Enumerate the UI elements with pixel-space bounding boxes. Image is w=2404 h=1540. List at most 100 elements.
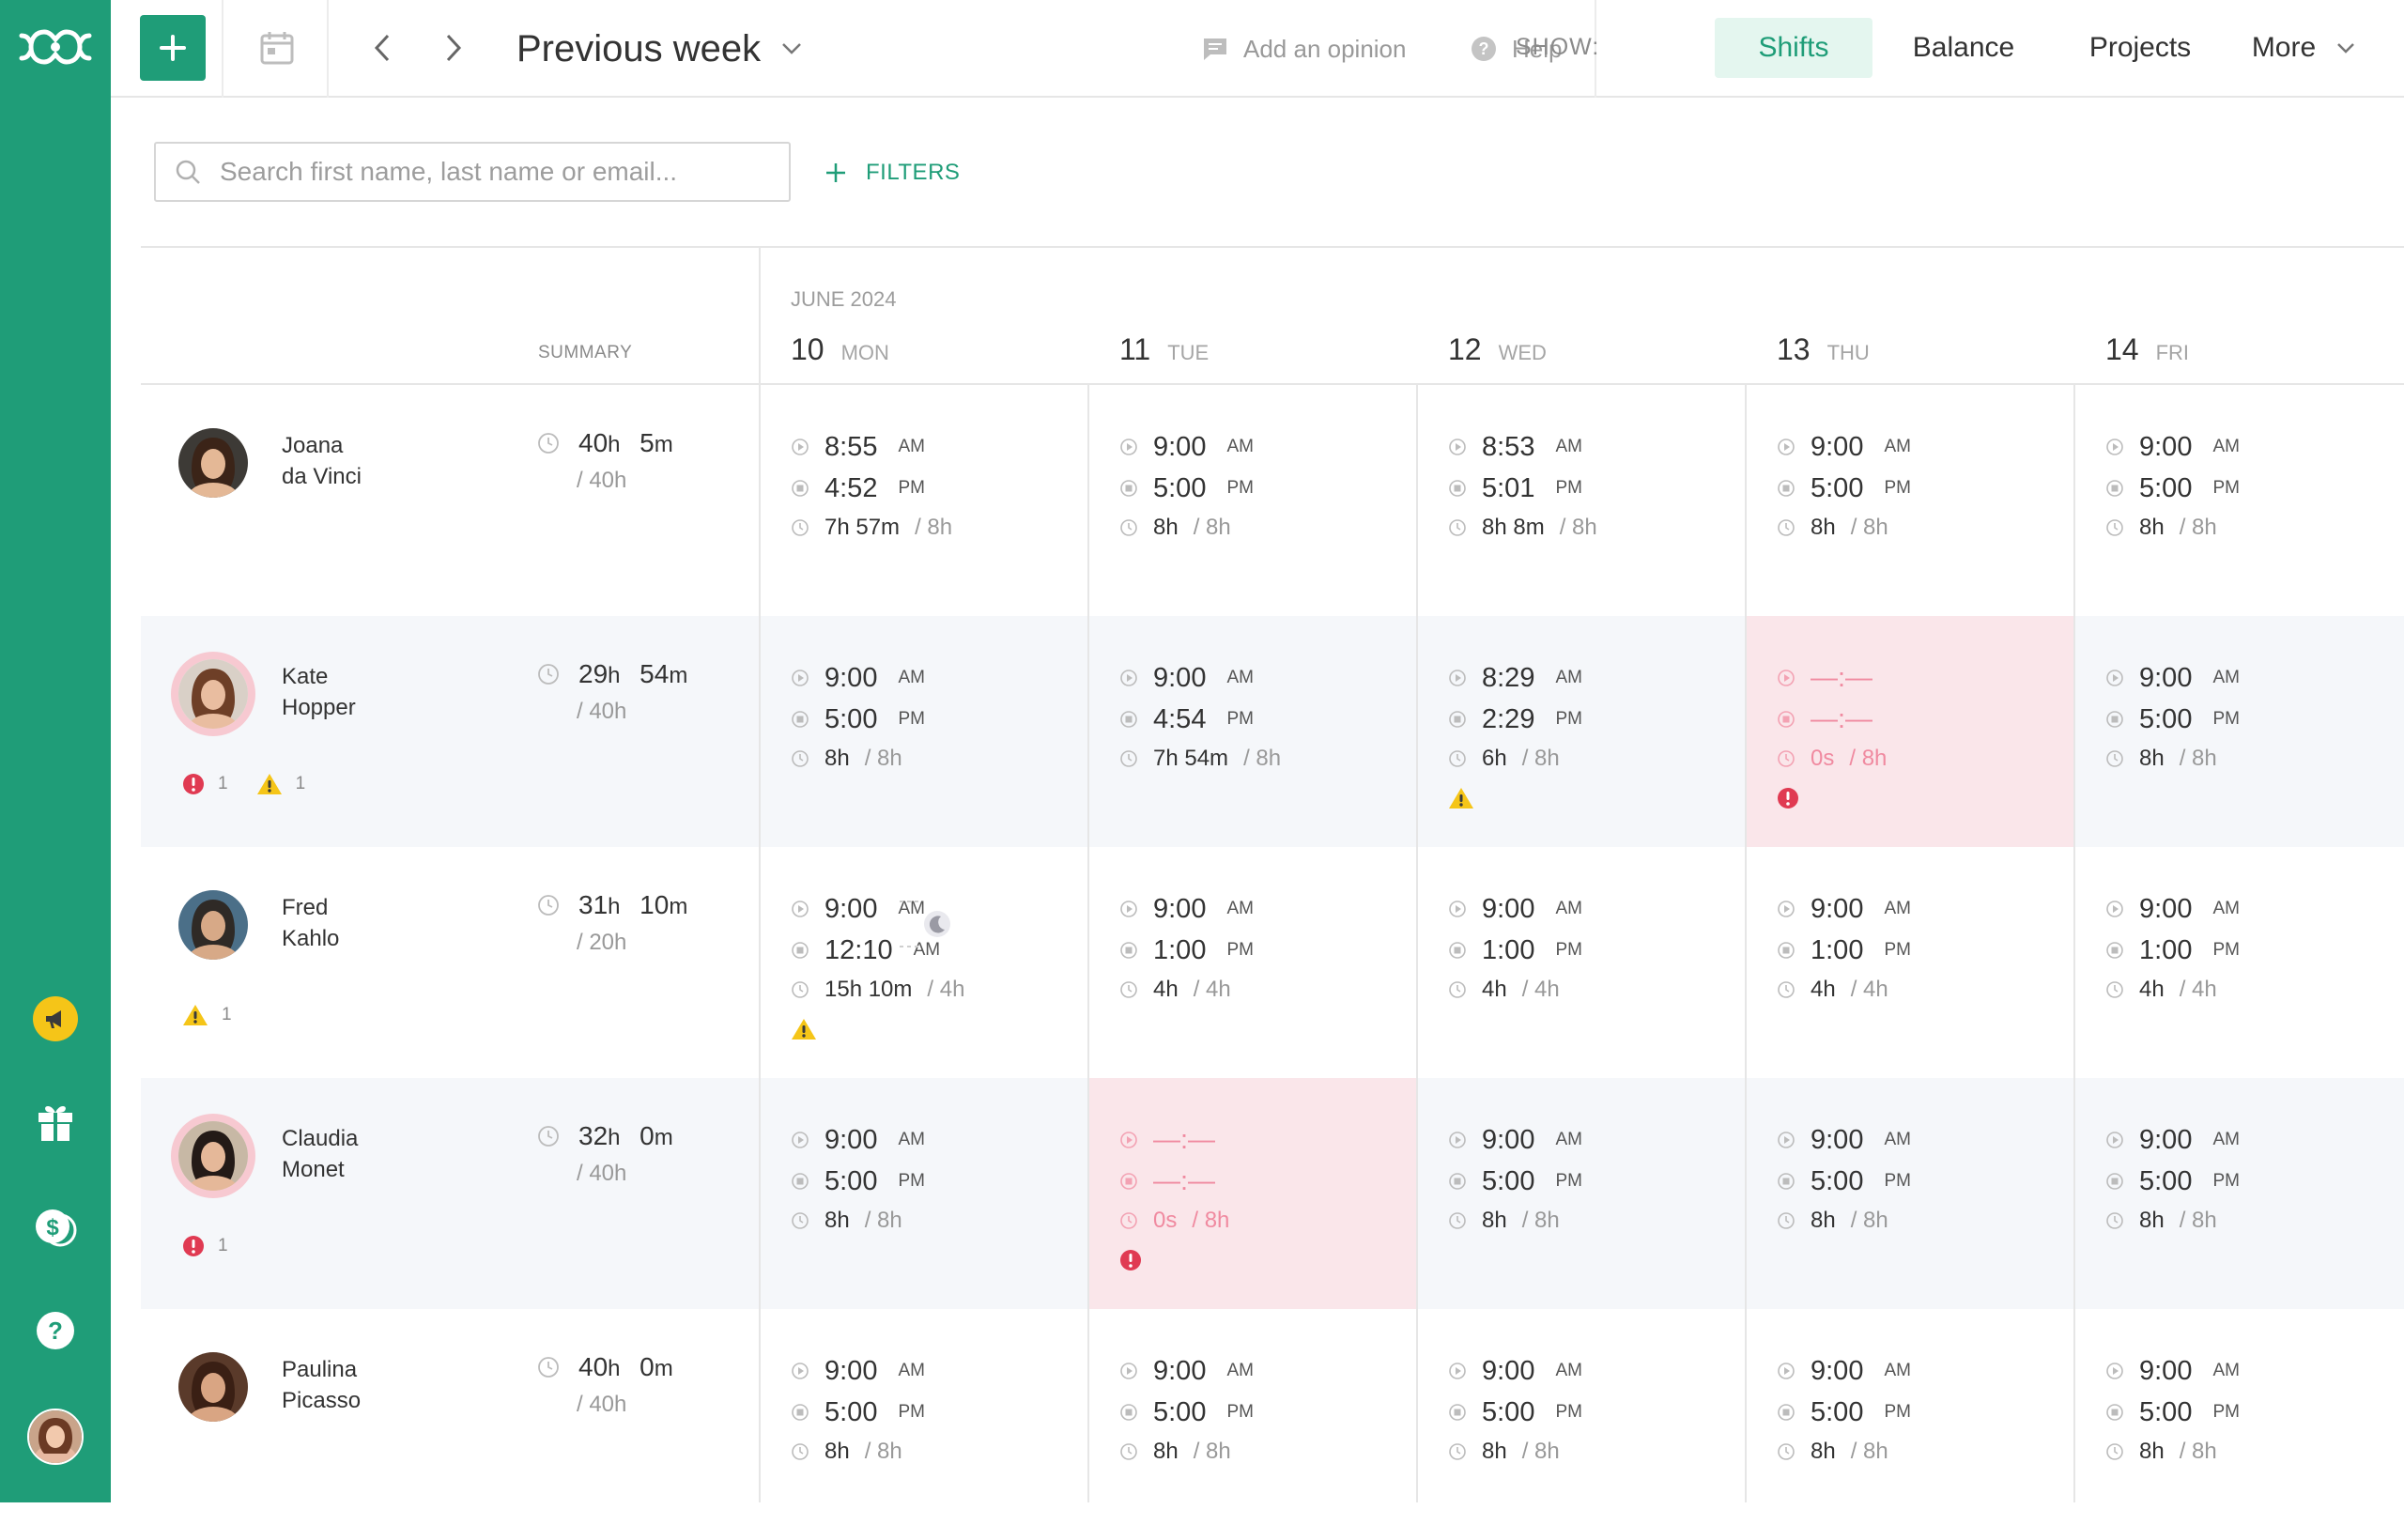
end-ampm: PM: [2212, 709, 2240, 730]
comment-icon: [1202, 37, 1228, 61]
duration-expected: / 8h: [915, 515, 952, 541]
duration-expected: / 4h: [1851, 977, 1888, 1003]
money-icon: $: [34, 1206, 77, 1249]
start-ampm: AM: [898, 668, 925, 688]
announcements-button[interactable]: [33, 996, 78, 1041]
duration-expected: / 4h: [1194, 977, 1231, 1003]
shift-duration: 8h/ 8h: [2105, 509, 2240, 547]
badge-count: 1: [222, 1005, 232, 1025]
calendar-button[interactable]: [254, 24, 300, 71]
overnight-indicator: [900, 896, 952, 952]
add-opinion-link[interactable]: Add an opinion: [1202, 28, 1406, 69]
worked-minutes: 5: [640, 428, 655, 457]
period-selector[interactable]: Previous week: [516, 24, 802, 73]
day-number: 13: [1777, 332, 1811, 367]
clock-icon: [1448, 749, 1467, 768]
day-of-week: THU: [1827, 341, 1870, 365]
duration-value: 0s: [1811, 746, 1834, 772]
shift-duration: 8h/ 8h: [2105, 1202, 2240, 1240]
tab-balance[interactable]: Balance: [1893, 18, 2034, 78]
gift-button[interactable]: [33, 1100, 78, 1145]
help-button[interactable]: ?: [33, 1308, 78, 1353]
svg-text:$: $: [46, 1215, 59, 1240]
error-icon[interactable]: [1119, 1249, 1142, 1271]
shift-times: —:——:—0s/ 8h: [1119, 1119, 1229, 1276]
tab-shifts[interactable]: Shifts: [1715, 18, 1872, 78]
start-ampm: AM: [1226, 437, 1254, 457]
warning-icon[interactable]: [791, 1018, 817, 1040]
warning-icon[interactable]: [1448, 787, 1474, 809]
warning-badge[interactable]: 1: [182, 1004, 232, 1026]
duration-expected: / 4h: [927, 977, 964, 1003]
tab-projects[interactable]: Projects: [2062, 18, 2218, 78]
start-time: 9:00: [1153, 894, 1206, 925]
payroll-button[interactable]: $: [33, 1205, 78, 1250]
start-ampm: AM: [2212, 668, 2240, 688]
shift-cell-missing[interactable]: —:——:—0s/ 8h: [1089, 1078, 1418, 1309]
error-badge[interactable]: 1: [182, 1235, 228, 1257]
duration-expected: / 8h: [1522, 746, 1560, 772]
error-badge[interactable]: 1: [182, 773, 228, 795]
duration-value: 4h: [1811, 977, 1836, 1003]
play-icon: [1119, 438, 1138, 456]
search-box[interactable]: [154, 142, 791, 202]
next-period-button[interactable]: [430, 24, 477, 71]
warning-badge[interactable]: 1: [256, 773, 306, 795]
avatar: [178, 890, 248, 960]
end-ampm: PM: [1555, 709, 1582, 730]
worked-minutes: 54: [640, 659, 669, 688]
add-button[interactable]: [140, 15, 206, 81]
duration-expected: / 8h: [1851, 1439, 1888, 1465]
filters-button[interactable]: FILTERS: [824, 156, 960, 190]
play-icon: [1777, 438, 1795, 456]
logo-icon[interactable]: [18, 21, 93, 73]
search-input[interactable]: [220, 157, 774, 187]
shift-cell-missing[interactable]: —:——:—0s/ 8h: [1747, 616, 2075, 847]
user-avatar[interactable]: [27, 1409, 84, 1465]
error-icon[interactable]: [1777, 787, 1799, 809]
employee-alerts: 1: [182, 1235, 228, 1257]
tab-more[interactable]: More: [2233, 18, 2374, 78]
stop-icon: [791, 479, 809, 498]
previous-period-button[interactable]: [359, 24, 406, 71]
